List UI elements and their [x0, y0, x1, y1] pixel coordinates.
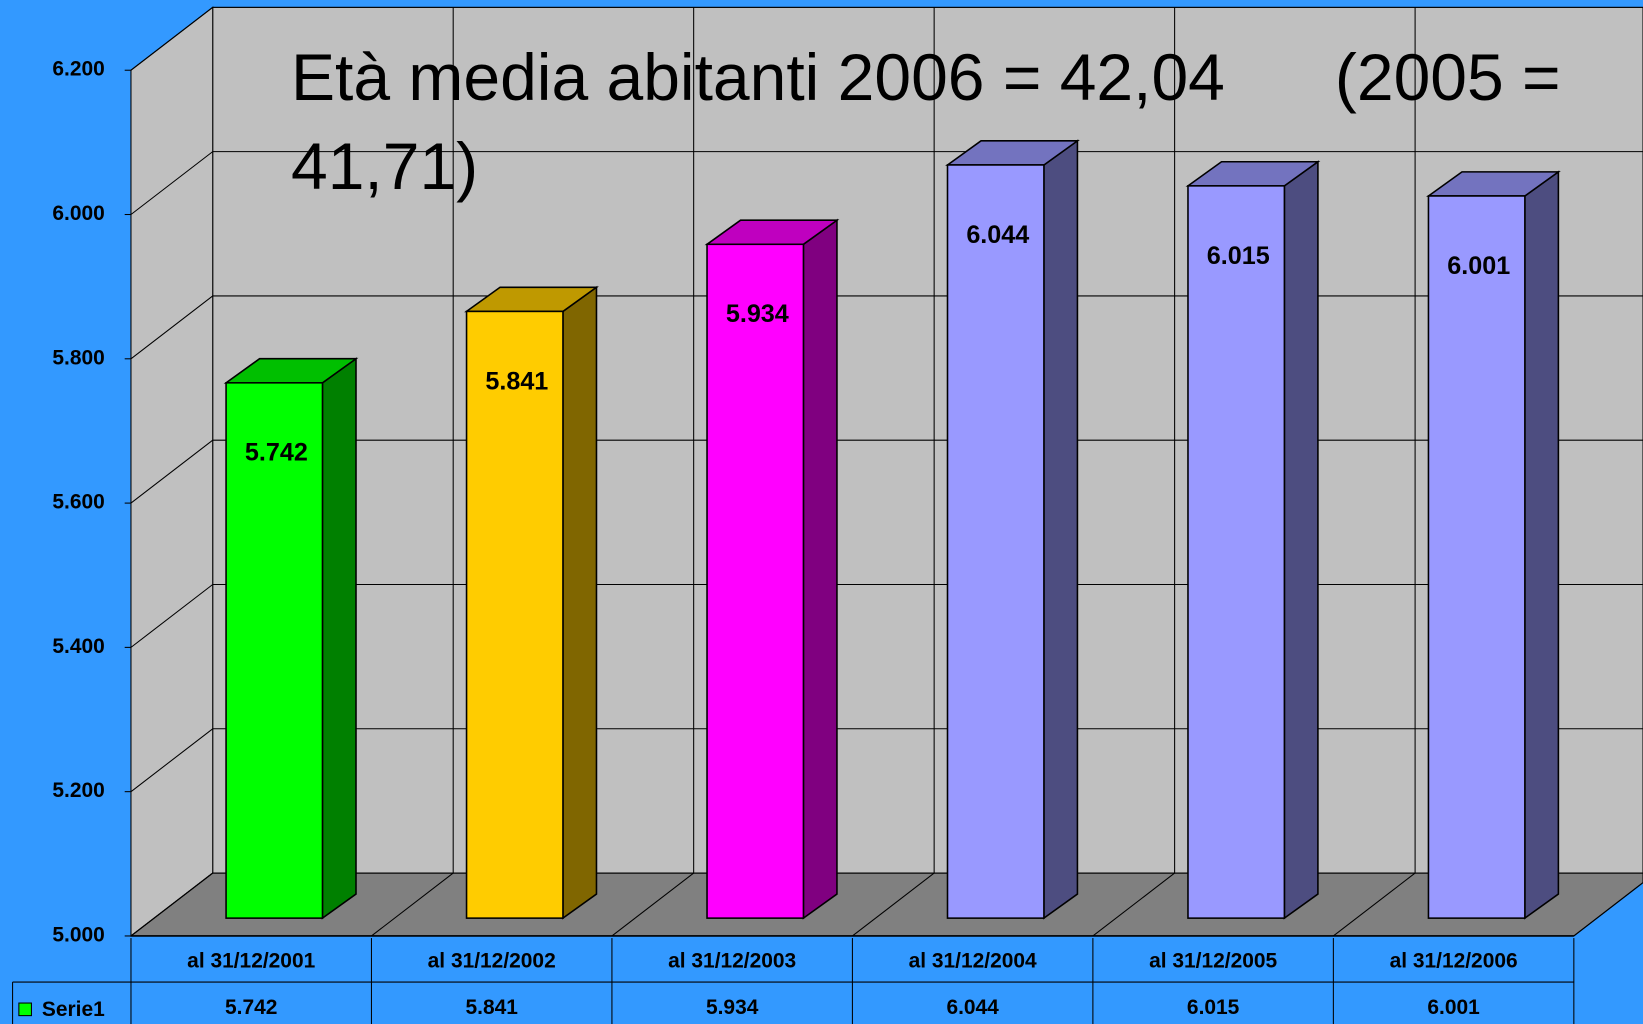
floor-divider — [371, 872, 454, 937]
grid-line — [130, 728, 214, 793]
legend-label: Serie1 — [42, 998, 105, 1021]
floor-divider — [1573, 882, 1643, 937]
table-value: 5.742 — [225, 996, 277, 1019]
y-tick-label: 5.600 — [52, 491, 104, 514]
data-label: 6.001 — [1447, 252, 1510, 280]
x-tick-label: al 31/12/2006 — [1390, 950, 1518, 973]
y-tick-label: 6.000 — [52, 202, 104, 225]
data-label: 6.044 — [966, 221, 1029, 249]
floor-divider — [852, 872, 935, 937]
table-value: 6.044 — [946, 996, 999, 1019]
table-value: 5.841 — [465, 996, 518, 1019]
table-value: 6.001 — [1427, 996, 1480, 1019]
grid-line — [130, 439, 214, 504]
data-label: 5.934 — [726, 300, 789, 328]
bar — [1427, 195, 1526, 919]
y-tick-label: 5.800 — [52, 346, 104, 369]
floor-divider — [1092, 872, 1175, 937]
bar-side — [1043, 139, 1079, 920]
table-value: 5.934 — [706, 996, 759, 1019]
y-tick-label: 6.200 — [52, 58, 104, 81]
table-value: 6.015 — [1187, 996, 1240, 1019]
y-tick-label: 5.200 — [52, 779, 104, 802]
bar — [225, 382, 324, 919]
grid-line — [130, 6, 214, 71]
floor — [129, 872, 1643, 937]
data-label: 5.742 — [245, 439, 308, 467]
x-tick-label: al 31/12/2005 — [1149, 950, 1277, 973]
bar-side — [1524, 170, 1560, 920]
bar — [946, 164, 1045, 919]
bar-side — [562, 285, 598, 920]
x-tick-label: al 31/12/2002 — [428, 950, 556, 973]
bar — [1187, 185, 1286, 919]
x-tick-label: al 31/12/2001 — [187, 950, 315, 973]
bar-side — [321, 357, 357, 920]
grid-line — [130, 295, 214, 360]
x-tick-label: al 31/12/2004 — [909, 950, 1037, 973]
legend-key — [18, 1002, 32, 1017]
bar-side — [802, 218, 838, 920]
y-tick-label: 5.400 — [52, 635, 104, 658]
bar — [465, 310, 564, 919]
chart-title: Età media abitanti 2006 = 42,04 (2005 = … — [291, 40, 1579, 203]
bar — [706, 243, 805, 919]
grid-line — [130, 151, 214, 215]
data-label: 5.841 — [485, 367, 548, 395]
floor-divider — [130, 872, 214, 937]
grid-line — [130, 584, 214, 648]
floor-divider — [1333, 872, 1416, 937]
y-tick-label: 5.000 — [52, 923, 104, 946]
x-tick-label: al 31/12/2003 — [668, 950, 796, 973]
floor-divider — [611, 872, 694, 937]
data-label: 6.015 — [1207, 242, 1270, 270]
bar-side — [1283, 160, 1319, 920]
